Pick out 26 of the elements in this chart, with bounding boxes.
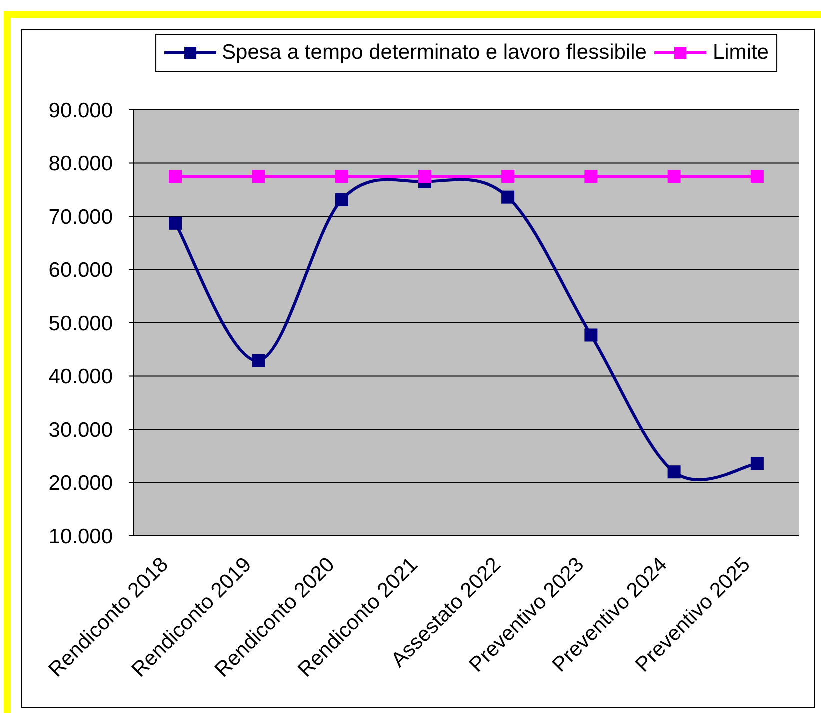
y-tick-label: 70.000 [48, 206, 113, 229]
point [750, 170, 764, 184]
y-tick-label: 90.000 [48, 99, 113, 122]
point [584, 170, 598, 184]
point [252, 170, 266, 184]
point [335, 170, 348, 184]
y-tick-label: 30.000 [48, 418, 113, 442]
y-tick-label: 20.000 [48, 472, 113, 496]
point [750, 457, 764, 470]
point [584, 328, 598, 342]
point [169, 170, 182, 184]
point [252, 354, 266, 368]
point [335, 193, 348, 206]
point [169, 216, 182, 230]
y-tick-label: 80.000 [48, 152, 113, 176]
y-tick-label: 50.000 [48, 312, 113, 336]
point [418, 170, 432, 184]
legend-label: Spesa a tempo determinato e lavoro flessibile [222, 40, 647, 66]
point [668, 170, 681, 184]
point [668, 466, 681, 479]
y-tick-label: 40.000 [48, 366, 113, 389]
point [502, 170, 515, 184]
legend-label: Limite [712, 40, 769, 66]
point [502, 190, 515, 204]
y-tick-label: 60.000 [48, 259, 113, 282]
y-tick-label: 10.000 [48, 525, 113, 548]
